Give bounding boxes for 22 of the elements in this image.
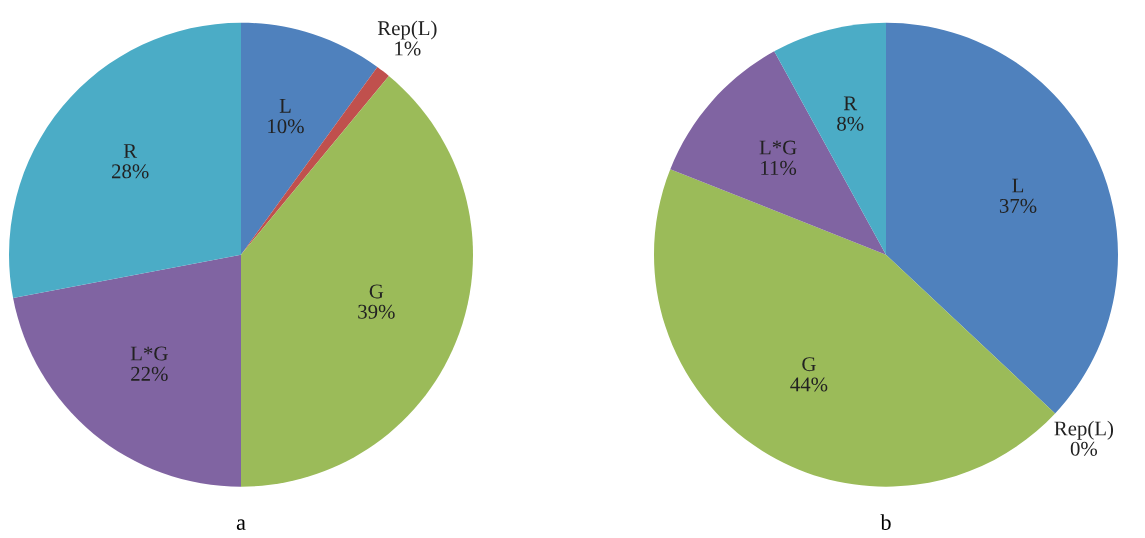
slice-label: L xyxy=(1012,178,1024,193)
data-label: 8% xyxy=(837,116,864,131)
slice-label: G xyxy=(369,284,384,299)
data-label: 10% xyxy=(268,119,304,134)
slice-label: Rep(L) xyxy=(377,20,437,40)
data-label: 22% xyxy=(131,366,168,381)
data-label: 37% xyxy=(999,198,1037,213)
text: b xyxy=(880,514,891,530)
slice-label: L*G xyxy=(130,346,168,361)
slice-label: L xyxy=(279,99,291,113)
slice-label: L*G xyxy=(759,140,797,155)
data-label: 44% xyxy=(790,377,828,392)
text: a xyxy=(236,519,246,530)
data-label: 39% xyxy=(358,304,395,319)
data-label: 1% xyxy=(395,41,421,56)
text: 0% xyxy=(1070,441,1098,456)
slice-label: R xyxy=(843,96,858,111)
slice-label: R xyxy=(123,144,138,158)
slice-label: G xyxy=(802,357,816,372)
data-label: 28% xyxy=(111,164,149,179)
data-label: 11% xyxy=(761,160,797,175)
category-label: Rep(L) xyxy=(1054,420,1114,440)
